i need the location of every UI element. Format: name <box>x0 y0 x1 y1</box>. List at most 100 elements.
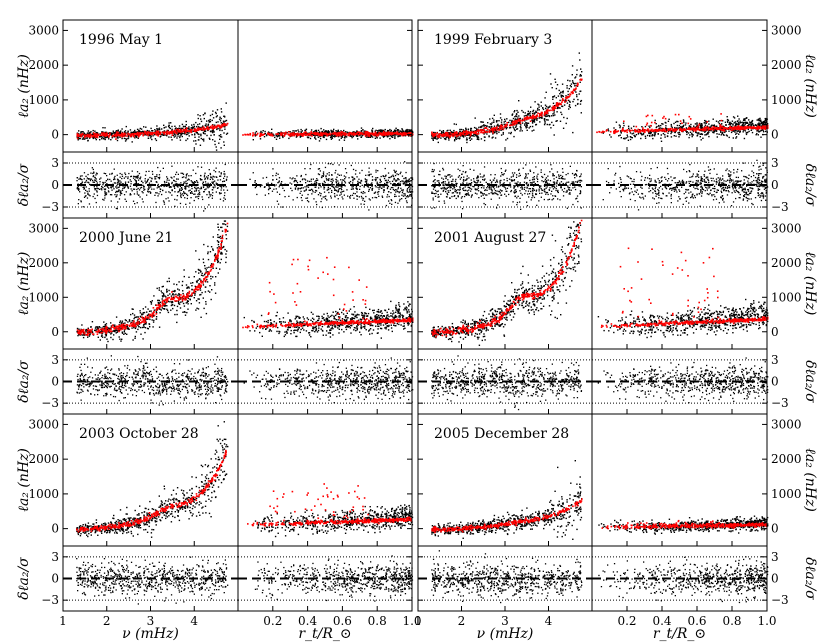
residual-point <box>368 167 370 169</box>
residual-point <box>366 179 368 181</box>
model-point <box>211 124 214 127</box>
observed-point <box>718 122 720 125</box>
residual-point <box>405 200 408 202</box>
residual-point <box>116 174 118 176</box>
observed-point <box>193 125 195 128</box>
observed-point <box>310 134 312 137</box>
observed-point <box>514 110 516 112</box>
observed-point <box>686 133 688 136</box>
residual-point <box>267 182 269 184</box>
residual-point <box>117 180 119 182</box>
observed-point <box>338 139 341 141</box>
model-point <box>262 134 264 136</box>
residual-point <box>223 197 225 199</box>
observed-point <box>563 104 566 106</box>
residual-point <box>356 195 358 197</box>
residual-point <box>158 193 160 195</box>
residual-point <box>223 177 225 179</box>
model-point <box>352 133 354 135</box>
observed-point <box>382 129 384 132</box>
model-point <box>558 102 560 105</box>
residual-point <box>183 191 185 193</box>
observed-point <box>735 133 737 135</box>
observed-point <box>163 134 166 136</box>
model-point <box>268 134 271 136</box>
residual-point <box>168 191 170 193</box>
observed-point <box>299 136 302 138</box>
residual-point <box>379 181 381 184</box>
model-point <box>139 132 142 135</box>
model-point <box>119 133 121 136</box>
model-point <box>91 136 94 138</box>
observed-point <box>406 130 409 133</box>
residual-point <box>331 185 333 187</box>
observed-point <box>516 115 518 118</box>
residual-point <box>190 197 192 199</box>
residual-point <box>276 191 278 193</box>
residual-point <box>78 199 80 201</box>
observed-point <box>398 135 400 137</box>
observed-point <box>676 127 678 129</box>
observed-point <box>360 136 363 138</box>
residual-point <box>80 200 82 202</box>
residual-point <box>119 182 121 184</box>
residual-point <box>207 177 209 179</box>
residual-point <box>211 195 214 197</box>
residual-point <box>81 181 84 183</box>
observed-point <box>116 130 119 132</box>
residual-point <box>364 192 366 194</box>
residual-point <box>357 180 359 182</box>
residual-point <box>398 182 400 184</box>
residual-point <box>202 198 204 201</box>
model-point <box>322 132 324 134</box>
residual-point <box>328 191 330 194</box>
observed-point <box>179 136 181 139</box>
residual-point <box>90 172 92 174</box>
observed-point <box>370 135 372 138</box>
observed-point <box>479 126 482 128</box>
observed-point <box>685 127 688 129</box>
observed-point <box>579 75 581 77</box>
observed-point <box>691 132 693 135</box>
residual-point <box>294 179 297 182</box>
model-point <box>310 131 312 133</box>
residual-point <box>410 191 412 193</box>
residual-point <box>171 165 173 167</box>
residual-point <box>179 202 182 205</box>
residual-point <box>138 172 141 175</box>
observed-point <box>500 121 503 123</box>
model-point <box>348 134 351 136</box>
observed-point <box>369 136 371 138</box>
residual-point <box>311 188 313 190</box>
model-point <box>138 133 140 136</box>
observed-point <box>355 135 358 137</box>
residual-points <box>76 161 414 212</box>
residual-point <box>92 175 94 178</box>
observed-point <box>528 127 530 129</box>
residual-point <box>87 192 89 194</box>
observed-point <box>405 129 407 131</box>
model-point <box>277 133 279 135</box>
model-point <box>311 132 313 134</box>
model-point <box>391 133 394 136</box>
observed-point <box>395 129 397 131</box>
observed-point <box>388 130 390 132</box>
observed-point <box>750 129 752 131</box>
observed-point <box>320 127 322 130</box>
observed-point <box>106 136 108 138</box>
observed-point <box>381 130 384 132</box>
observed-point <box>471 134 473 137</box>
observed-point <box>572 100 574 103</box>
residual-point <box>345 176 347 178</box>
residual-point <box>306 186 308 188</box>
residual-point <box>202 186 205 189</box>
residual-point <box>366 185 368 187</box>
residual-point <box>276 200 278 202</box>
observed-point <box>619 125 621 127</box>
observed-point <box>628 127 630 129</box>
observed-point <box>377 130 379 132</box>
observed-point <box>538 106 540 108</box>
residual-point <box>254 180 256 182</box>
observed-point <box>677 132 679 134</box>
residual-point <box>87 193 89 195</box>
